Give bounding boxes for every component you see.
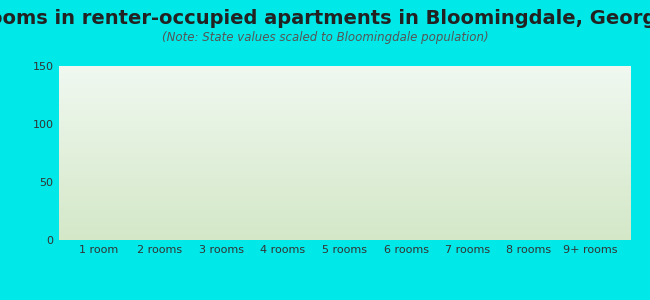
Text: (Note: State values scaled to Bloomingdale population): (Note: State values scaled to Bloomingda… [162,32,488,44]
Bar [406,166,430,240]
Bar [590,221,614,240]
Bar [444,147,467,240]
Bar [529,216,552,240]
Bar [321,110,345,240]
Bar [383,161,406,240]
Bar [222,166,245,240]
Bar [567,231,590,240]
Text: City-Data.com: City-Data.com [548,71,622,81]
Bar [99,225,122,240]
Bar [344,138,368,240]
Bar [160,211,183,240]
Bar [259,118,283,240]
Bar [283,123,306,240]
Bar [467,205,491,240]
Bar [198,188,222,240]
Text: Rooms in renter-occupied apartments in Bloomingdale, Georgia: Rooms in renter-occupied apartments in B… [0,9,650,28]
